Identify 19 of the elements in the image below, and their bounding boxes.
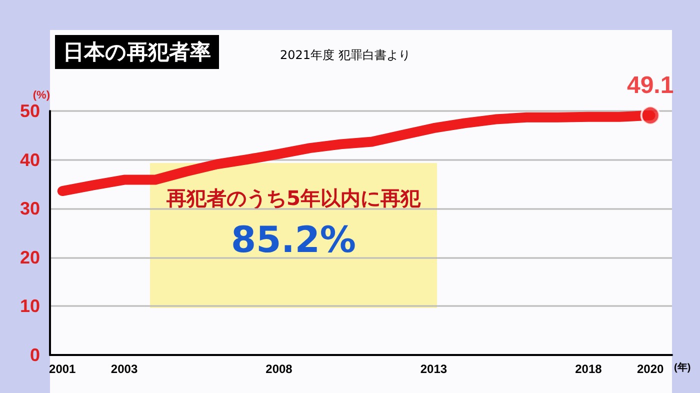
x-tick-label: 2008 <box>266 362 293 376</box>
y-tick-label: 0 <box>30 345 40 365</box>
x-tick-label: 2003 <box>110 362 138 376</box>
y-tick-label: 40 <box>20 150 40 170</box>
data-label: 49.1 <box>626 72 674 99</box>
x-tick-label: 2001 <box>49 362 76 376</box>
x-tick-label: 2020 <box>636 362 664 376</box>
x-axis-title: (年) <box>674 362 691 374</box>
chart-subtitle: 2021年度 犯罪白書より <box>280 47 410 64</box>
y-axis-title: (%) <box>32 90 50 102</box>
y-tick-label: 20 <box>20 247 40 268</box>
annotation: 再犯者のうち5年以内に再犯 <box>166 185 422 212</box>
y-tick-label: 10 <box>20 296 40 316</box>
x-tick-label: 2013 <box>420 362 448 376</box>
chart-title: 日本の再犯者率 <box>55 35 219 69</box>
annotation: 85.2% <box>230 220 357 261</box>
y-tick-label: 30 <box>20 198 40 219</box>
y-tick-label: 50 <box>20 101 40 121</box>
x-tick-label: 2018 <box>575 362 602 376</box>
